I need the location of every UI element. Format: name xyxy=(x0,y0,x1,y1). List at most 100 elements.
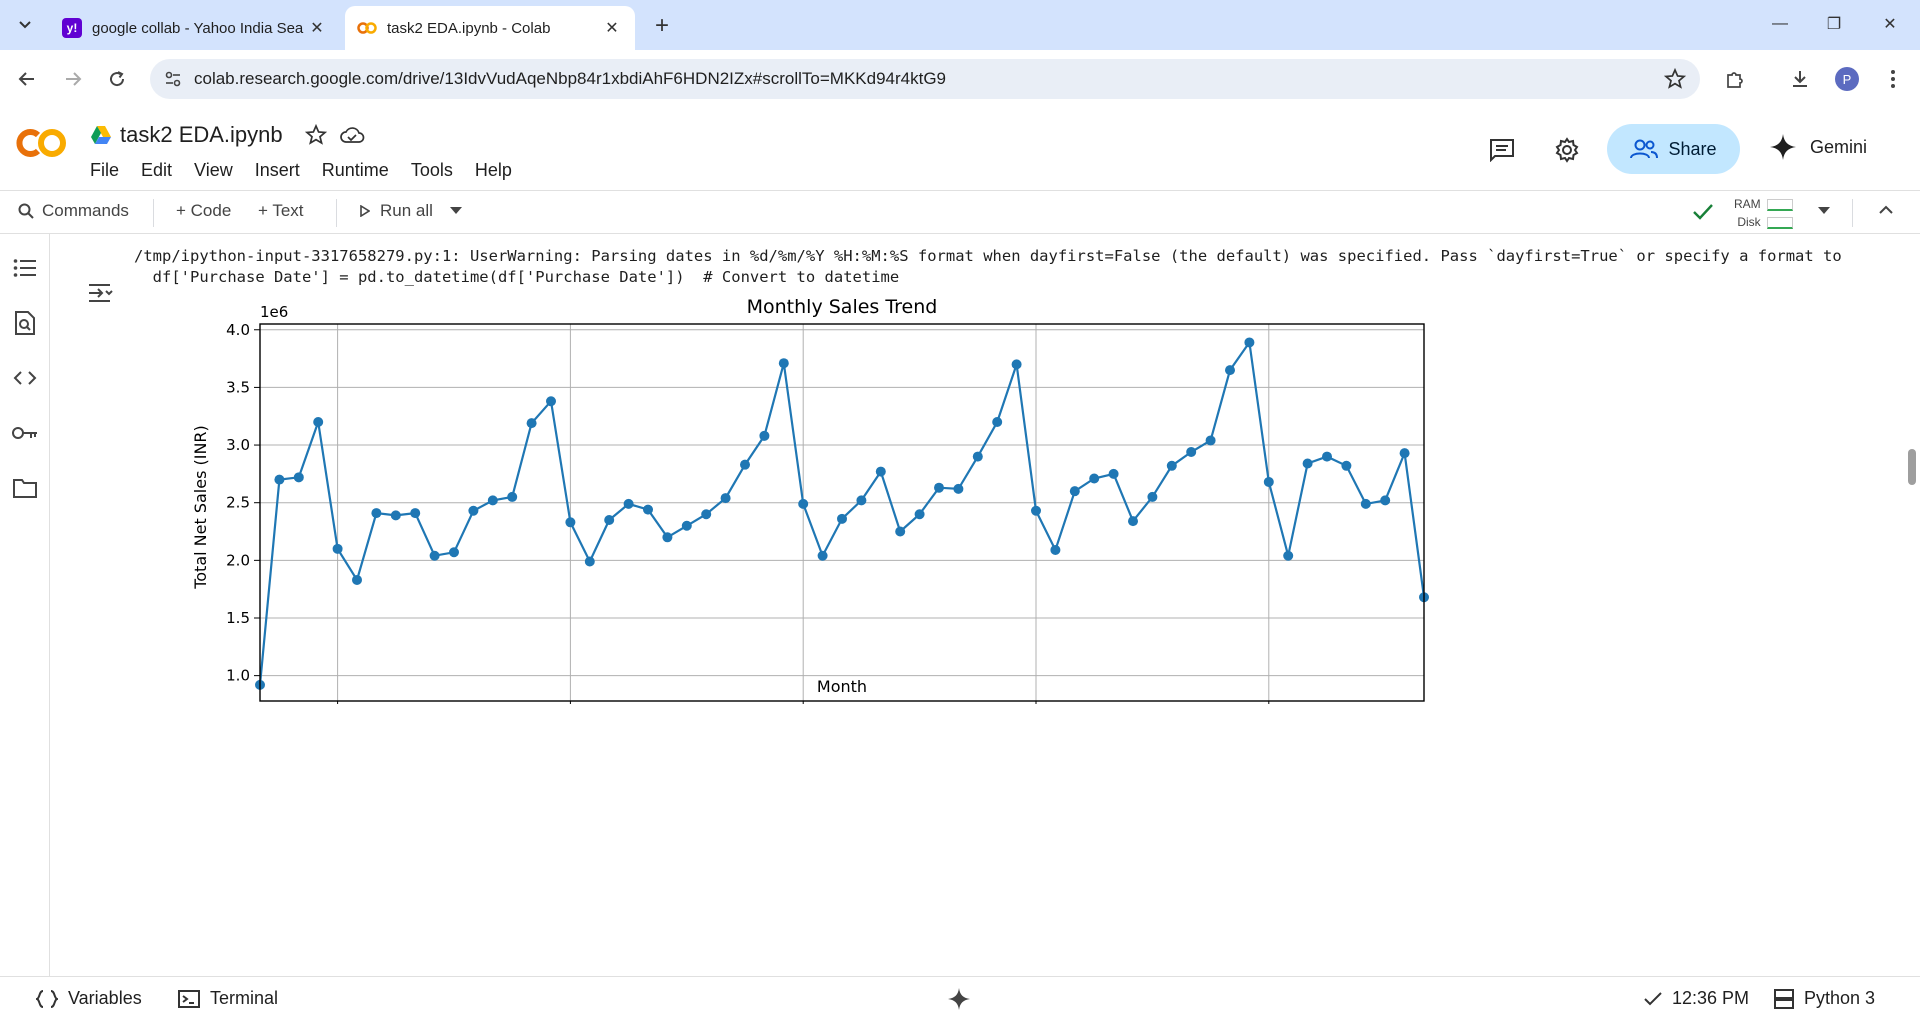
add-code-button[interactable]: + Code xyxy=(176,201,232,220)
sales-line-chart: Monthly Sales Trend 1e6 Month Total Net … xyxy=(191,296,1429,704)
forward-button[interactable] xyxy=(58,64,88,94)
browser-tab-strip: y! google collab - Yahoo India Sea ✕ tas… xyxy=(0,0,1920,50)
y-tick-label: 3.0 xyxy=(226,436,250,454)
settings-button[interactable] xyxy=(1551,134,1583,166)
close-window-button[interactable]: ✕ xyxy=(1883,16,1897,33)
star-icon[interactable] xyxy=(304,124,327,146)
execution-time: 12:36 PM xyxy=(1672,988,1750,1008)
bookmark-star-icon[interactable] xyxy=(1664,68,1686,90)
site-info-icon[interactable] xyxy=(164,70,182,88)
notebook-toolbar: Commands + Code + Text Run all RAM Disk xyxy=(0,190,1920,234)
close-icon[interactable]: ✕ xyxy=(605,20,619,37)
close-icon[interactable]: ✕ xyxy=(310,20,324,37)
chevron-up-icon xyxy=(1879,205,1893,214)
browser-menu-button[interactable] xyxy=(1878,64,1908,94)
new-tab-button[interactable]: + xyxy=(654,12,669,39)
sparkle-icon xyxy=(1770,134,1796,160)
data-point xyxy=(740,459,750,470)
data-point xyxy=(1225,365,1235,376)
kernel-label: Python 3 xyxy=(1804,988,1876,1008)
code-snippets-button[interactable] xyxy=(11,364,39,392)
restore-button[interactable]: ❐ xyxy=(1826,16,1842,33)
list-icon xyxy=(13,259,36,277)
minimize-button[interactable]: — xyxy=(1772,15,1788,32)
output-toggle-icon xyxy=(89,284,113,302)
resource-monitor[interactable]: RAM Disk xyxy=(1734,195,1793,231)
terminal-button[interactable]: Terminal xyxy=(178,988,278,1009)
add-text-button[interactable]: + Text xyxy=(258,201,304,220)
back-button[interactable] xyxy=(12,64,42,94)
gemini-sparkle-button[interactable] xyxy=(948,988,980,1010)
find-replace-button[interactable] xyxy=(11,309,39,337)
gemini-button[interactable]: Gemini xyxy=(1770,134,1867,160)
downloads-button[interactable] xyxy=(1785,64,1815,94)
profile-avatar[interactable]: P xyxy=(1832,64,1862,94)
menu-runtime[interactable]: Runtime xyxy=(321,160,389,180)
connected-status[interactable] xyxy=(1692,203,1714,221)
share-label: Share xyxy=(1668,138,1717,159)
tab-search-button[interactable] xyxy=(10,10,40,40)
vertical-scrollbar[interactable] xyxy=(1908,449,1916,485)
y-axis-label: Total Net Sales (INR) xyxy=(191,425,210,590)
resources-dropdown[interactable] xyxy=(1818,207,1830,215)
tab-yahoo[interactable]: y! google collab - Yahoo India Sea ✕ xyxy=(50,6,340,50)
share-button[interactable]: Share xyxy=(1607,124,1740,174)
data-point xyxy=(1399,448,1410,459)
variables-button[interactable]: Variables xyxy=(36,988,142,1009)
files-button[interactable] xyxy=(11,474,39,502)
series-line xyxy=(258,339,1426,686)
data-point xyxy=(1341,460,1352,471)
menu-edit[interactable]: Edit xyxy=(141,160,173,180)
execution-status[interactable]: 12:36 PM xyxy=(1644,988,1749,1009)
comments-button[interactable] xyxy=(1486,134,1518,166)
data-point xyxy=(429,550,440,561)
data-point xyxy=(468,505,479,516)
table-of-contents-button[interactable] xyxy=(11,254,39,282)
kernel-status[interactable]: Python 3 xyxy=(1774,988,1875,1009)
yahoo-icon: y! xyxy=(62,18,82,38)
tab-colab[interactable]: task2 EDA.ipynb - Colab ✕ xyxy=(345,6,635,50)
menu-help[interactable]: Help xyxy=(474,160,512,180)
cloud-saved-icon[interactable] xyxy=(339,125,365,145)
data-point xyxy=(953,483,964,494)
run-all-button[interactable]: Run all xyxy=(360,201,433,221)
run-all-label: Run all xyxy=(380,201,433,220)
data-point xyxy=(293,472,304,483)
data-point xyxy=(701,509,712,520)
notebook-title[interactable]: task2 EDA.ipynb xyxy=(120,122,283,147)
address-bar[interactable]: colab.research.google.com/drive/13IdvVud… xyxy=(150,59,1700,99)
menu-file[interactable]: File xyxy=(90,160,120,180)
secrets-button[interactable] xyxy=(11,419,39,447)
extensions-button[interactable] xyxy=(1720,64,1750,94)
output-actions-button[interactable] xyxy=(88,282,114,309)
browser-toolbar: colab.research.google.com/drive/13IdvVud… xyxy=(0,50,1920,108)
toolbar-divider xyxy=(336,199,337,227)
disk-label: Disk xyxy=(1737,215,1761,229)
y-tick-label: 2.5 xyxy=(226,494,250,512)
data-point xyxy=(1166,460,1177,471)
data-point xyxy=(1205,435,1216,446)
gear-icon xyxy=(1555,137,1579,163)
checkmark-icon xyxy=(1693,204,1713,220)
sparkle-icon xyxy=(948,988,970,1010)
ram-label: RAM xyxy=(1734,197,1761,211)
chart-title: Monthly Sales Trend xyxy=(747,296,938,318)
data-point xyxy=(1302,458,1313,469)
commands-button[interactable]: Commands xyxy=(18,201,129,221)
collapse-header-button[interactable] xyxy=(1878,205,1894,215)
warning-line: df['Purchase Date'] = pd.to_datetime(df[… xyxy=(134,268,900,286)
terminal-icon xyxy=(178,989,200,1008)
colab-logo[interactable] xyxy=(16,126,70,169)
data-point xyxy=(720,493,731,504)
y-tick-label: 1.5 xyxy=(226,609,250,627)
menu-tools[interactable]: Tools xyxy=(410,160,453,180)
tab-title: google collab - Yahoo India Sea xyxy=(92,19,304,37)
menu-insert[interactable]: Insert xyxy=(254,160,300,180)
reload-button[interactable] xyxy=(102,64,132,94)
toolbar-divider xyxy=(1852,199,1853,227)
data-point xyxy=(1108,468,1119,479)
menu-view[interactable]: View xyxy=(194,160,233,180)
run-options-dropdown[interactable] xyxy=(450,207,462,215)
google-drive-icon[interactable] xyxy=(90,125,112,145)
plot-area-border xyxy=(259,323,1425,702)
